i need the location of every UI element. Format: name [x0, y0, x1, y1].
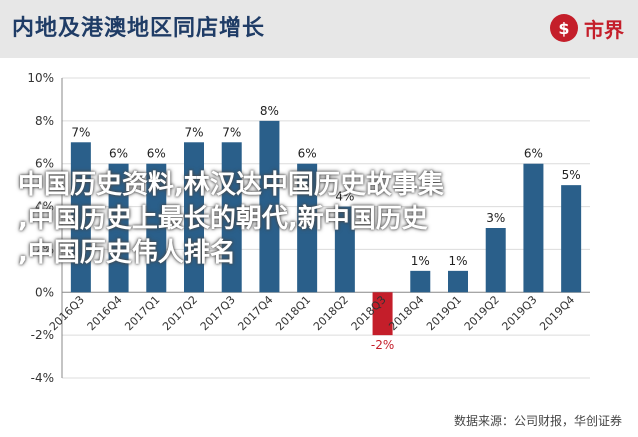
x-tick-label: 2019Q2: [462, 293, 502, 333]
data-label: 4%: [335, 190, 354, 204]
y-tick-label: -2%: [31, 328, 54, 342]
data-label: 1%: [411, 254, 430, 268]
x-tick-label: 2017Q4: [235, 293, 275, 333]
x-tick-label: 2016Q4: [85, 293, 125, 333]
x-tick-label: 2018Q1: [273, 293, 313, 333]
bar: [221, 142, 242, 293]
data-label: -2%: [371, 338, 394, 352]
bar: [108, 163, 129, 293]
logo-text: 市界: [584, 17, 624, 42]
bar: [485, 228, 506, 293]
y-tick-label: 4%: [35, 200, 54, 214]
data-label: 6%: [109, 147, 128, 161]
x-tick-label: 2017Q2: [160, 293, 200, 333]
bar: [146, 163, 167, 293]
data-label: 5%: [562, 168, 581, 182]
bar: [561, 185, 582, 293]
data-label: 8%: [260, 104, 279, 118]
brand-logo: $ 市界: [550, 10, 624, 46]
bar: [259, 120, 280, 293]
bar: [410, 270, 431, 293]
data-label: 1%: [448, 254, 467, 268]
data-label: 7%: [71, 125, 90, 139]
x-tick-label: 2018Q2: [311, 293, 351, 333]
y-tick-label: 6%: [35, 157, 54, 171]
y-tick-label: 10%: [27, 71, 54, 85]
y-tick-label: -4%: [31, 371, 54, 385]
x-tick-label: 2019Q1: [424, 293, 464, 333]
chart-header: 内地及港澳地区同店增长 $ 市界: [0, 0, 638, 59]
chart-title: 内地及港澳地区同店增长: [12, 16, 266, 41]
bar: [523, 163, 544, 293]
y-tick-label: 2%: [35, 242, 54, 256]
y-tick-label: 0%: [35, 285, 54, 299]
bar-chart: -4%-2%0%2%4%6%8%10%7%2016Q36%2016Q46%201…: [27, 71, 590, 385]
x-tick-label: 2017Q3: [198, 293, 238, 333]
source-note: 数据来源：公司财报，华创证券: [453, 414, 622, 428]
x-tick-label: 2019Q4: [537, 293, 577, 333]
data-label: 6%: [524, 147, 543, 161]
data-label: 7%: [222, 125, 241, 139]
bar: [334, 206, 355, 293]
bar: [70, 142, 91, 293]
x-tick-label: 2017Q1: [122, 293, 162, 333]
x-tick-label: 2019Q3: [499, 293, 539, 333]
data-label: 7%: [184, 125, 203, 139]
data-label: 6%: [298, 147, 317, 161]
bar: [297, 163, 318, 293]
bar: [372, 292, 393, 336]
bar: [184, 142, 204, 293]
data-label: 3%: [486, 211, 505, 225]
logo-icon: $: [550, 14, 578, 42]
y-tick-label: 8%: [35, 114, 54, 128]
data-label: 6%: [147, 147, 166, 161]
bar: [448, 270, 468, 293]
